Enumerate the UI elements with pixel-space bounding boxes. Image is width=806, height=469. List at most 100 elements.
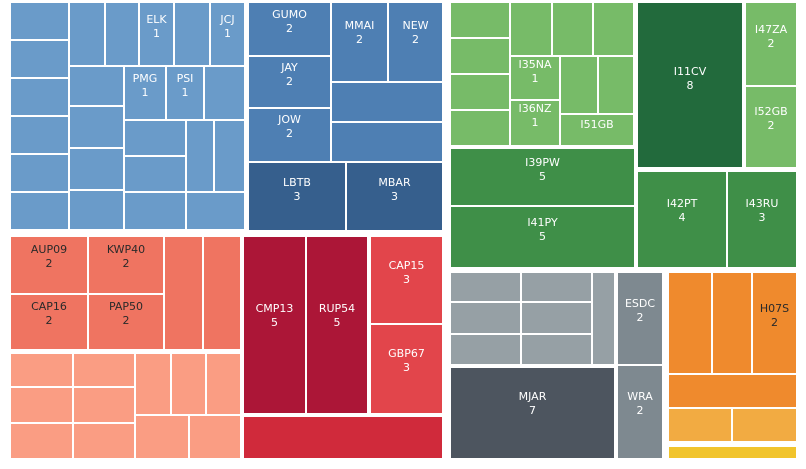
cell-label: NEW	[402, 19, 429, 32]
treemap-cell	[69, 190, 124, 230]
cell-value: 7	[529, 404, 536, 417]
cell-value: 1	[224, 27, 231, 40]
treemap-cell-h07s: H07S 2	[752, 272, 797, 374]
cell-label: JOW	[278, 113, 301, 126]
cell-value: 8	[686, 79, 694, 92]
treemap-cell-i35na: I35NA 1	[510, 56, 560, 100]
treemap-cell-i36nz: I36NZ 1	[510, 100, 560, 146]
treemap-cell	[10, 40, 69, 78]
treemap-cell-cmp13: CMP13 5	[243, 236, 306, 414]
treemap-cell	[668, 446, 797, 459]
treemap-cell-pap50: PAP50 2	[88, 294, 164, 350]
treemap-cell-wra: WRA 2	[617, 365, 663, 459]
treemap-cell	[592, 272, 615, 365]
cell-value: 2	[286, 75, 293, 88]
treemap-cell-i51gb: I51GB	[560, 114, 634, 146]
treemap-cell	[105, 2, 139, 66]
treemap-cell	[450, 2, 510, 38]
treemap-cell	[124, 156, 186, 192]
treemap-cell	[73, 387, 135, 423]
treemap-cell-esdc: ESDC 2	[617, 272, 663, 365]
cell-value: 2	[122, 314, 130, 327]
cell-label: I42PT	[666, 197, 698, 210]
cell-value: 5	[539, 170, 546, 183]
cell-label: JAY	[281, 61, 298, 74]
cell-value: 2	[767, 37, 775, 50]
treemap-cell-cap15: CAP15 3	[370, 236, 443, 324]
treemap-cell-elk: ELK 1	[139, 2, 174, 66]
cell-value: 5	[539, 230, 546, 243]
cell-value: 2	[771, 316, 778, 329]
treemap-cell	[552, 2, 593, 56]
cell-value: 1	[153, 27, 160, 40]
treemap-cell	[10, 423, 73, 459]
treemap-cell	[73, 353, 135, 387]
treemap-cell-lbtb: LBTB 3	[248, 162, 346, 231]
treemap-cell-i41py: I41PY 5	[450, 206, 635, 268]
treemap-cell	[73, 423, 135, 459]
treemap-cell-kwp40: KWP40 2	[88, 236, 164, 294]
cell-label: CAP16	[31, 300, 67, 313]
cell-label: PSI	[176, 72, 194, 85]
treemap-cell-psi: PSI 1	[166, 66, 204, 120]
cell-value: 2	[412, 33, 419, 46]
cell-label: ELK	[146, 13, 167, 26]
treemap-cell	[560, 56, 598, 114]
treemap-cell	[204, 66, 245, 120]
treemap-cell	[164, 236, 203, 350]
treemap-cell-jay: JAY 2	[248, 56, 331, 108]
treemap-cell	[69, 2, 105, 66]
cell-label: H07S	[759, 302, 790, 315]
cell-label: I52GB	[754, 105, 788, 118]
treemap-cell	[593, 2, 634, 56]
cell-label: KWP40	[106, 243, 146, 256]
treemap-cell	[135, 415, 189, 459]
treemap-cell-jow: JOW 2	[248, 108, 331, 162]
treemap-cell-mbar: MBAR 3	[346, 162, 443, 231]
treemap-cell	[171, 353, 206, 415]
treemap-cell-gumo: GUMO 2	[248, 2, 331, 56]
cell-label: I47ZA	[754, 23, 788, 36]
treemap-cell	[331, 82, 443, 122]
cell-value: 2	[286, 127, 293, 140]
cell-value: 5	[333, 316, 341, 329]
cell-value: 1	[531, 72, 539, 85]
treemap-cell	[206, 353, 241, 415]
cell-label: CAP15	[388, 259, 425, 272]
treemap-cell	[10, 154, 69, 192]
treemap-cell	[69, 66, 124, 106]
treemap-cell-i52gb: I52GB 2	[745, 86, 797, 168]
treemap-cell	[668, 408, 732, 442]
cell-value: 2	[122, 257, 130, 270]
cell-value: 2	[286, 22, 293, 35]
cell-label: MBAR	[378, 176, 411, 189]
cell-value: 3	[391, 190, 398, 203]
treemap-cell-new: NEW 2	[388, 2, 443, 82]
treemap-cell-rup54: RUP54 5	[306, 236, 368, 414]
treemap-cell	[668, 272, 712, 374]
treemap-cell	[10, 353, 73, 387]
cell-label: I11CV	[673, 65, 707, 78]
treemap-cell	[124, 120, 186, 156]
treemap-cell	[331, 122, 443, 162]
cell-label: PMG	[132, 72, 158, 85]
cell-value: 2	[45, 314, 53, 327]
treemap-cell-jcj: JCJ 1	[210, 2, 245, 66]
treemap-cell-cap16: CAP16 2	[10, 294, 88, 350]
treemap-cell-aup09: AUP09 2	[10, 236, 88, 294]
cell-value: 3	[403, 273, 410, 286]
treemap-cell-i11cv: I11CV 8	[637, 2, 743, 168]
treemap-cell	[186, 120, 214, 192]
cell-label: ESDC	[624, 297, 656, 310]
cell-value: 1	[531, 116, 539, 129]
treemap-cell	[450, 334, 521, 365]
treemap-cell	[69, 106, 124, 148]
treemap-cell	[450, 110, 510, 146]
treemap-cell	[521, 334, 592, 365]
treemap-cell	[732, 408, 797, 442]
treemap-cell	[189, 415, 241, 459]
cell-label: CMP13	[255, 302, 294, 315]
cell-value: 2	[636, 311, 644, 324]
treemap-cell-i47za: I47ZA 2	[745, 2, 797, 86]
